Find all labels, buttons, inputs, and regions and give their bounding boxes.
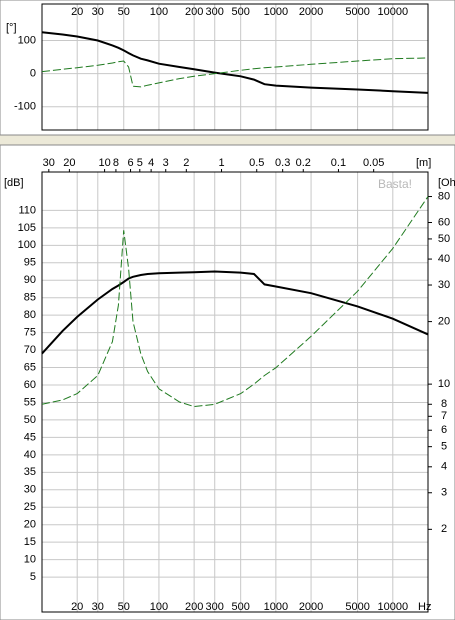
plot-frame [41,171,429,613]
x2-tick-label: 4 [148,157,154,169]
y-tick-label: 15 [24,536,36,548]
watermark: Basta! [378,177,412,191]
y-tick-label: -100 [14,101,36,113]
series-line [41,196,429,408]
series-line [41,270,429,355]
x2-tick-label: 0.5 [249,157,264,169]
y-tick-label: 30 [24,484,36,496]
y-tick-label: 35 [24,466,36,478]
x-tick-label: 200 [185,6,203,18]
y-tick-label: 55 [24,396,36,408]
y2-tick-label: 60 [438,216,450,228]
x2-tick-label: 10 [98,157,110,169]
x2-label: [m] [416,157,431,169]
y2-tick-label: 3 [441,487,447,499]
panel-spl [0,144,455,620]
x2-tick-label: 0.1 [331,157,346,169]
y2-tick-label: 30 [438,279,450,291]
y2-tick-label: 6 [441,424,447,436]
y-tick-label: 50 [24,414,36,426]
x2-tick-label: 5 [137,157,143,169]
x-tick-label: 50 [118,601,130,613]
x-tick-label: 50 [118,6,130,18]
y-tick-label: 90 [24,274,36,286]
x-tick-label: 300 [206,6,224,18]
x-tick-label: 1000 [264,601,288,613]
x2-tick-label: 30 [43,157,55,169]
y2-label: [Ohm] [438,177,455,189]
y2-tick-label: 5 [441,441,447,453]
y2-tick-label: 8 [441,398,447,410]
x-tick-label: 10000 [378,601,409,613]
y-tick-label: 85 [24,292,36,304]
y-tick-label: 40 [24,449,36,461]
y-tick-label: 10 [24,554,36,566]
x-tick-label: 500 [231,601,249,613]
x2-tick-label: 3 [163,157,169,169]
y2-tick-label: 80 [438,190,450,202]
y2-tick-label: 4 [441,461,447,473]
x2-tick-label: 20 [63,157,75,169]
y2-tick-label: 7 [441,410,447,422]
panel-phase [0,0,455,136]
x2-tick-label: 0.2 [296,157,311,169]
x2-tick-label: 2 [183,157,189,169]
x-tick-label: 1000 [264,6,288,18]
y-tick-label: 25 [24,501,36,513]
y-tick-label: 65 [24,361,36,373]
y2-tick-label: 40 [438,253,450,265]
y-tick-label: 95 [24,257,36,269]
plot-frame [41,3,429,131]
y-tick-label: 110 [18,204,36,216]
x-tick-label: 100 [150,6,168,18]
y2-tick-label: 50 [438,233,450,245]
y-tick-label: 20 [24,519,36,531]
x-tick-label: 5000 [345,6,369,18]
y-tick-label: 70 [24,344,36,356]
y2-tick-label: 20 [438,316,450,328]
x-tick-label: 20 [71,601,83,613]
series-line [41,57,429,88]
x-tick-label: 100 [150,601,168,613]
x-tick-label: 30 [92,601,104,613]
x2-tick-label: 0.3 [275,157,290,169]
x-tick-label: 5000 [345,601,369,613]
x-tick-label: 10000 [378,6,409,18]
y-tick-label: 80 [24,309,36,321]
x-tick-label: 500 [231,6,249,18]
y-label: [dB] [4,177,24,189]
x2-tick-label: 6 [127,157,133,169]
y-label: [°] [6,22,17,34]
x-tick-label: 30 [92,6,104,18]
y-tick-label: 75 [24,327,36,339]
x2-tick-label: 1 [218,157,224,169]
x-tick-label: 2000 [299,6,323,18]
x-tick-label: 200 [185,601,203,613]
x-label: Hz [418,601,431,613]
y-tick-label: 60 [24,379,36,391]
x-tick-label: 2000 [299,601,323,613]
y-tick-label: 45 [24,431,36,443]
y2-tick-label: 2 [441,523,447,535]
x-tick-label: 300 [206,601,224,613]
series-line [41,31,429,94]
x2-tick-label: 0.05 [363,157,384,169]
y-tick-label: 100 [18,239,36,251]
x-tick-label: 20 [71,6,83,18]
x2-tick-label: 8 [113,157,119,169]
y-tick-label: 5 [30,571,36,583]
y-tick-label: 100 [18,34,36,46]
y-tick-label: 105 [18,222,36,234]
y-tick-label: 0 [30,68,36,80]
y2-tick-label: 10 [438,378,450,390]
